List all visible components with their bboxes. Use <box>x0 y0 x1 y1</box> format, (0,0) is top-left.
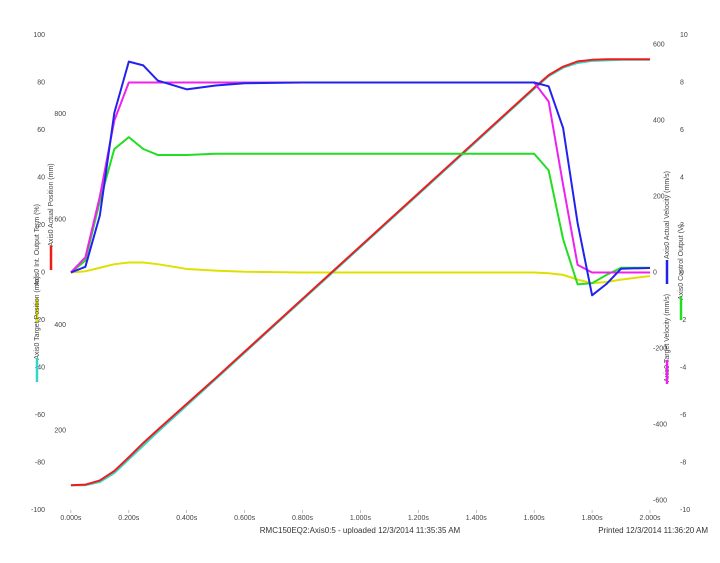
axis-title: Axis0 Actual Position (mm) <box>48 163 55 246</box>
y-tick-label: 60 <box>37 127 45 134</box>
y-tick-label: -60 <box>35 412 45 419</box>
y-tick-label: -8 <box>680 459 686 466</box>
y-tick-label: 600 <box>653 41 665 48</box>
y-tick-label: -200 <box>653 345 667 352</box>
x-tick-label: 0.400s <box>176 515 198 522</box>
y-tick-label: 4 <box>680 174 684 181</box>
series-line <box>70 261 651 285</box>
axis-title: Axis0 Actual Velocity (mm/s) <box>664 171 671 259</box>
y-tick-label: -2 <box>680 317 686 324</box>
y-tick-label: 20 <box>37 222 45 229</box>
x-tick-label: 0.600s <box>234 515 256 522</box>
y-tick-label: 6 <box>680 127 684 134</box>
x-tick-label: 1.600s <box>524 515 546 522</box>
y-tick-label: -600 <box>653 497 667 504</box>
y-tick-label: 0 <box>41 269 45 276</box>
y-tick-label: 8 <box>680 79 684 86</box>
y-tick-label: -10 <box>680 507 690 514</box>
axis-title: Axis0 Control Output (V) <box>678 224 685 300</box>
printed-note: Printed 12/3/2014 11:36:20 AM <box>598 526 708 535</box>
x-tick-label: 1.200s <box>408 515 430 522</box>
y-tick-label: 40 <box>37 174 45 181</box>
y-tick-label: 600 <box>54 217 66 224</box>
axis-title: Axis0 Target Position (mm) <box>34 276 41 360</box>
axis-title: Axis0 Int. Output Term (%) <box>34 204 41 286</box>
x-tick-label: 1.000s <box>350 515 372 522</box>
y-tick-label: -40 <box>35 364 45 371</box>
y-tick-label: 2 <box>680 222 684 229</box>
y-tick-label: 200 <box>54 428 66 435</box>
y-tick-label: -4 <box>680 364 686 371</box>
y-tick-label: 400 <box>54 322 66 329</box>
series-line <box>70 58 650 487</box>
footer: RMC150EQ2:Axis0:5 - uploaded 12/3/2014 1… <box>260 526 461 535</box>
x-tick-label: 0.000s <box>60 515 82 522</box>
y-tick-label: -80 <box>35 459 45 466</box>
series-line <box>70 136 650 286</box>
y-tick-label: 0 <box>653 269 657 276</box>
y-tick-label: 10 <box>680 32 688 39</box>
series-line <box>70 60 651 297</box>
y-tick-label: 400 <box>653 117 665 124</box>
x-tick-label: 2.000s <box>639 515 661 522</box>
y-tick-label: 100 <box>33 32 45 39</box>
y-tick-label: -6 <box>680 412 686 419</box>
y-tick-label: -100 <box>31 507 45 514</box>
x-tick-label: 1.400s <box>466 515 488 522</box>
x-tick-label: 0.200s <box>118 515 140 522</box>
x-tick-label: 0.800s <box>292 515 314 522</box>
y-tick-label: 200 <box>653 193 665 200</box>
axis-title: Axis0 Target Velocity (mm/s) <box>664 294 671 382</box>
y-tick-label: -400 <box>653 421 667 428</box>
x-tick-label: 1.800s <box>582 515 604 522</box>
y-tick-label: 0 <box>680 269 684 276</box>
y-tick-label: 800 <box>54 111 66 118</box>
y-tick-label: -20 <box>35 317 45 324</box>
y-tick-label: 80 <box>37 79 45 86</box>
